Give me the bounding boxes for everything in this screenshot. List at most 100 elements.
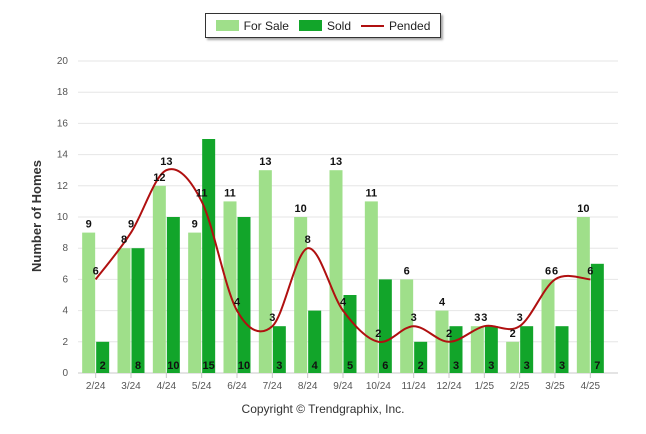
y-tick-label: 18 [57,87,69,98]
data-label-pended: 3 [269,312,275,324]
legend-label-pended: Pended [389,18,431,33]
data-label-for-sale: 6 [404,265,410,277]
x-tick-label: 3/25 [545,381,565,392]
data-label-pended: 2 [375,328,381,340]
data-label-for-sale: 9 [86,219,92,231]
bar-for-sale [470,326,484,373]
pended-point [129,231,133,235]
x-tick-label: 11/24 [402,381,427,392]
legend-item-sold: Sold [298,18,351,33]
data-label-for-sale: 12 [153,172,165,184]
y-axis-label: Number of Homes [29,160,44,272]
pended-point [518,324,522,328]
y-tick-label: 8 [62,243,68,254]
pended-point [412,324,416,328]
bar-sold [520,326,534,373]
data-label-sold: 3 [276,360,282,372]
plot-area: 0 2 4 6 8 10 12 14 16 18 20 2/24 3/24 4/24 5/24 6/24 7/2… [29,56,618,392]
y-tick-label: 10 [57,212,69,223]
data-label-sold: 4 [312,360,319,372]
bar-for-sale [152,185,166,373]
y-tick-label: 4 [62,306,68,317]
data-label-for-sale: 3 [474,312,480,324]
bar-sold [378,279,392,373]
bar-for-sale [258,170,272,373]
data-label-for-sale: 4 [439,297,446,309]
bar-for-sale [400,279,414,373]
data-label-pended: 3 [481,312,487,324]
legend-label-sold: Sold [326,18,351,33]
data-label-pended: 6 [93,265,99,277]
legend-label-for-sale: For Sale [243,18,289,33]
data-label-sold: 3 [559,360,565,372]
data-label-sold: 7 [594,360,600,372]
data-label-for-sale: 8 [121,234,127,246]
bar-sold [555,326,569,373]
bar-for-sale [364,201,378,373]
x-tick-label: 5/24 [192,381,212,392]
data-label-sold: 3 [453,360,459,372]
data-label-for-sale: 6 [545,265,551,277]
data-label-pended: 13 [160,156,172,168]
x-tick-label: 3/24 [121,381,141,392]
data-label-pended: 11 [196,187,208,199]
pended-point [482,324,486,328]
x-tick-label: 8/24 [298,381,318,392]
y-tick-label: 0 [62,368,68,379]
data-label-sold: 8 [135,360,141,372]
pended-point [235,309,239,313]
bar-for-sale [435,310,449,373]
pended-point [306,246,310,250]
legend: For Sale Sold Pended [205,13,441,38]
data-label-pended: 6 [552,265,558,277]
y-tick-label: 20 [57,56,69,67]
data-label-sold: 2 [418,360,424,372]
pended-point [200,199,204,203]
bar-for-sale [188,232,202,373]
data-label-for-sale: 13 [259,156,271,168]
bar-sold [272,326,286,373]
pended-point [553,277,557,281]
x-tick-label: 6/24 [227,381,247,392]
x-tick-label: 2/25 [510,381,530,392]
x-tick-label: 2/24 [86,381,106,392]
x-tick-label: 4/24 [157,381,177,392]
bar-sold [308,310,322,373]
bar-sold [131,248,145,373]
bar-for-sale [117,248,131,373]
bar-sold [484,326,498,373]
data-labels: 9288121091511101331041351166243332363107… [86,156,601,372]
data-label-sold: 5 [347,360,353,372]
pended-point [376,340,380,344]
legend-swatch-for-sale [215,20,239,31]
copyright-text: Copyright © Trendgraphix, Inc. [241,402,405,416]
data-label-for-sale: 13 [330,156,342,168]
data-label-sold: 15 [203,360,215,372]
legend-swatch-sold [298,20,322,31]
bar-sold [414,341,428,373]
bar-sold [590,263,604,373]
pended-line-path [94,168,591,343]
data-label-sold: 3 [488,360,494,372]
bar-for-sale [294,217,308,373]
data-label-for-sale: 10 [295,203,307,215]
data-label-sold: 3 [524,360,530,372]
data-label-pended: 3 [517,312,523,324]
bar-for-sale [541,279,555,373]
data-label-for-sale: 10 [577,203,589,215]
y-tick-label: 12 [57,181,69,192]
pended-point [270,324,274,328]
data-label-sold: 10 [238,360,250,372]
pended-point [341,309,345,313]
y-tick-label: 2 [62,337,68,348]
data-label-for-sale: 11 [224,187,236,199]
y-tick-label: 6 [62,274,68,285]
bar-sold [237,217,251,373]
legend-item-pended: Pended [361,19,430,33]
pended-point [588,277,592,281]
bar-for-sale [223,201,237,373]
data-label-pended: 4 [234,297,241,309]
x-tick-label: 4/25 [581,381,601,392]
bar-for-sale [329,170,343,373]
